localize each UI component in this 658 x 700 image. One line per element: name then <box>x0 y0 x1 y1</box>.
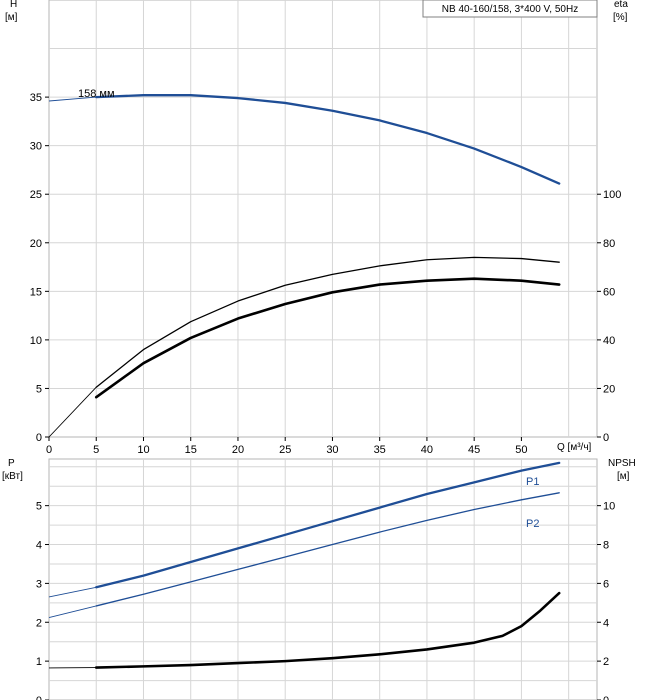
left-tick-label: 5 <box>36 383 42 395</box>
x-tick-label: 5 <box>93 444 99 456</box>
x-tick-label: 30 <box>326 444 338 456</box>
top-series-0-extrapolated <box>48 96 97 102</box>
series-label-p1: P1 <box>526 476 539 488</box>
bottom-right-axis-unit: [м] <box>617 471 630 482</box>
left-tick-label: 10 <box>30 335 42 347</box>
right-tick-label: 10 <box>603 501 615 513</box>
left-tick-label: 25 <box>30 189 42 201</box>
x-tick-label: 20 <box>232 444 244 456</box>
top-series-1-extrapolated <box>48 386 97 438</box>
bottom-left-axis-unit: [кВт] <box>2 471 23 482</box>
left-tick-label: 30 <box>30 141 42 153</box>
right-tick-label: 80 <box>603 238 615 250</box>
right-tick-label: 40 <box>603 335 615 347</box>
left-tick-label: 2 <box>36 617 42 629</box>
bottom-panel: 0 1 2 3 4 5 0 2 4 6 8 10 P [кВт] NPSH [м] P1 P2 <box>2 458 636 700</box>
curve-label-158mm: 158 мм <box>78 88 115 100</box>
x-tick-label: 10 <box>137 444 149 456</box>
right-tick-label: 2 <box>603 656 609 668</box>
top-grid <box>49 0 597 437</box>
right-tick-label: 0 <box>603 695 609 700</box>
x-tick-label: 0 <box>46 444 52 456</box>
right-tick-label: 8 <box>603 540 609 552</box>
right-tick-label: 60 <box>603 286 615 298</box>
top-panel: 0 5 10 15 20 25 30 35 40 45 50 0 5 10 15 20 25 30 35 0 20 4… <box>5 0 628 456</box>
right-tick-label: 6 <box>603 578 609 590</box>
x-tick-label: 15 <box>185 444 197 456</box>
x-tick-label: 35 <box>374 444 386 456</box>
x-tick-label: 25 <box>279 444 291 456</box>
x-tick-label: 50 <box>515 444 527 456</box>
left-tick-label: 1 <box>36 656 42 668</box>
left-tick-label: 0 <box>36 695 42 700</box>
top-left-tick-labels: 0 5 10 15 20 25 30 35 <box>30 92 49 444</box>
chart-title: NB 40-160/158, 3*400 V, 50Hz <box>442 4 578 15</box>
left-tick-label: 35 <box>30 92 42 104</box>
top-right-axis-unit: [%] <box>613 12 628 23</box>
bottom-right-axis-label: NPSH <box>608 458 636 469</box>
title-box <box>422 0 598 18</box>
right-tick-label: 100 <box>603 189 621 201</box>
right-tick-label: 0 <box>603 432 609 444</box>
left-tick-label: 0 <box>36 432 42 444</box>
left-tick-label: 5 <box>36 501 42 513</box>
x-tick-label: 40 <box>421 444 433 456</box>
top-x-tick-labels: 0 5 10 15 20 25 30 35 40 45 50 <box>46 437 528 456</box>
left-tick-label: 3 <box>36 578 42 590</box>
top-left-axis-label: H <box>10 0 17 10</box>
bottom-left-tick-labels: 0 1 2 3 4 5 <box>36 501 49 700</box>
left-tick-label: 4 <box>36 540 42 552</box>
x-axis-label: Q [м³/ч] <box>557 442 592 453</box>
top-left-axis-unit: [м] <box>5 12 18 23</box>
bot-series-0-extrapolated <box>48 586 97 598</box>
x-tick-label: 45 <box>468 444 480 456</box>
top-right-axis-label: eta <box>614 0 628 10</box>
right-tick-label: 4 <box>603 617 609 629</box>
bottom-series <box>48 461 561 669</box>
bot-series-1-extrapolated <box>48 605 97 619</box>
bottom-left-axis-label: P <box>8 458 15 469</box>
left-tick-label: 15 <box>30 286 42 298</box>
bottom-right-tick-labels: 0 2 4 6 8 10 <box>597 501 615 700</box>
series-label-p2: P2 <box>526 518 539 530</box>
left-tick-label: 20 <box>30 238 42 250</box>
top-right-tick-labels: 0 20 40 60 80 100 <box>597 189 621 444</box>
top-series <box>48 94 561 438</box>
right-tick-label: 20 <box>603 383 615 395</box>
